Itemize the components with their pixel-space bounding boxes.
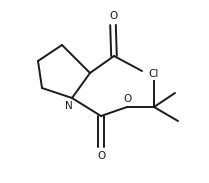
Text: Cl: Cl xyxy=(149,69,159,79)
Text: N: N xyxy=(65,101,73,111)
Text: O: O xyxy=(97,151,105,161)
Text: O: O xyxy=(123,94,131,104)
Text: O: O xyxy=(109,11,117,21)
